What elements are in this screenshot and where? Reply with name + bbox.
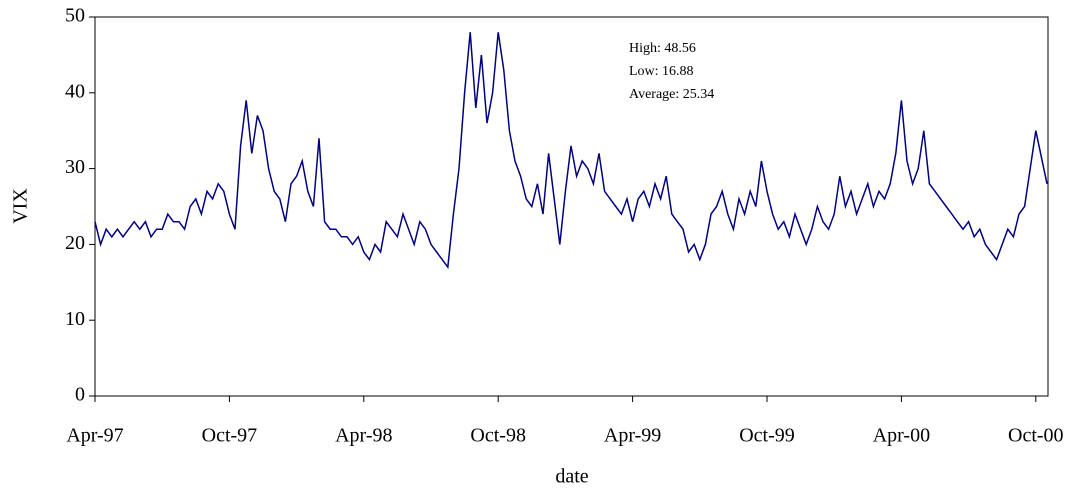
y-tick-label: 10 <box>65 308 85 330</box>
y-tick-label: 40 <box>65 80 85 102</box>
x-tick-label: Apr-99 <box>604 425 661 447</box>
x-tick-label: Apr-97 <box>66 425 123 447</box>
y-tick-label: 50 <box>65 5 85 27</box>
x-axis-label: date <box>555 466 588 488</box>
x-tick-label: Apr-98 <box>335 425 392 447</box>
x-tick-label: Oct-99 <box>739 425 795 447</box>
x-tick-label: Oct-98 <box>470 425 526 447</box>
plot-frame <box>94 16 1049 397</box>
y-tick-label: 0 <box>75 384 85 406</box>
x-tick-label: Oct-00 <box>1008 425 1064 447</box>
series-line <box>94 32 1048 270</box>
x-tick-label: Apr-00 <box>873 425 930 447</box>
x-tick-label: Oct-97 <box>202 425 258 447</box>
annotation: Average: 25.34 <box>629 87 714 102</box>
y-tick-label: 20 <box>65 232 85 254</box>
y-tick-label: 30 <box>65 156 85 178</box>
annotation: Low: 16.88 <box>629 64 694 79</box>
annotation: High: 48.56 <box>629 41 696 56</box>
y-axis-label: VIX <box>10 188 32 224</box>
